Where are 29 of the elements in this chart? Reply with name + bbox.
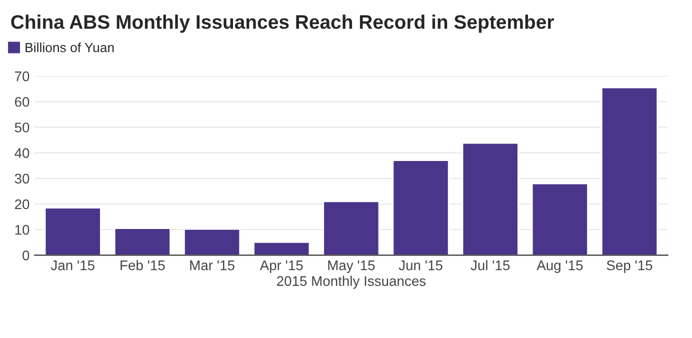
chart-title: China ABS Monthly Issuances Reach Record in September [11, 14, 554, 33]
y-tick-label: 10 [15, 224, 30, 235]
bar [322, 200, 380, 256]
y-tick-label: 0 [22, 250, 30, 260]
bar [114, 228, 171, 256]
x-tick-label: Jan '15 [50, 260, 94, 270]
bar [600, 86, 658, 256]
x-tick-label: Sep '15 [606, 260, 652, 273]
bar [531, 182, 588, 256]
x-tick-label: May '15 [328, 260, 375, 273]
bar [462, 142, 519, 256]
y-tick-label: 20 [14, 199, 30, 210]
bar [184, 228, 241, 256]
bar [253, 241, 310, 256]
legend-label: Billions of Yuan [26, 42, 114, 52]
x-axis-title: 2015 Monthly Issuances [277, 276, 426, 289]
x-tick-label: Apr '15 [260, 260, 303, 273]
x-tick-label: Jun '15 [398, 260, 442, 270]
y-tick-label: 50 [14, 122, 30, 132]
y-tick-label: 40 [14, 148, 30, 158]
y-tick-label: 30 [14, 174, 30, 184]
x-tick-label: Feb '15 [120, 260, 165, 270]
y-tick-label: 70 [15, 71, 30, 82]
x-tick-label: Aug '15 [536, 260, 583, 273]
x-tick-label: Jul '15 [470, 260, 510, 270]
x-tick-label: Mar '15 [190, 260, 234, 270]
bar [44, 207, 102, 256]
bar [392, 160, 450, 256]
y-tick-label: 60 [14, 96, 30, 107]
